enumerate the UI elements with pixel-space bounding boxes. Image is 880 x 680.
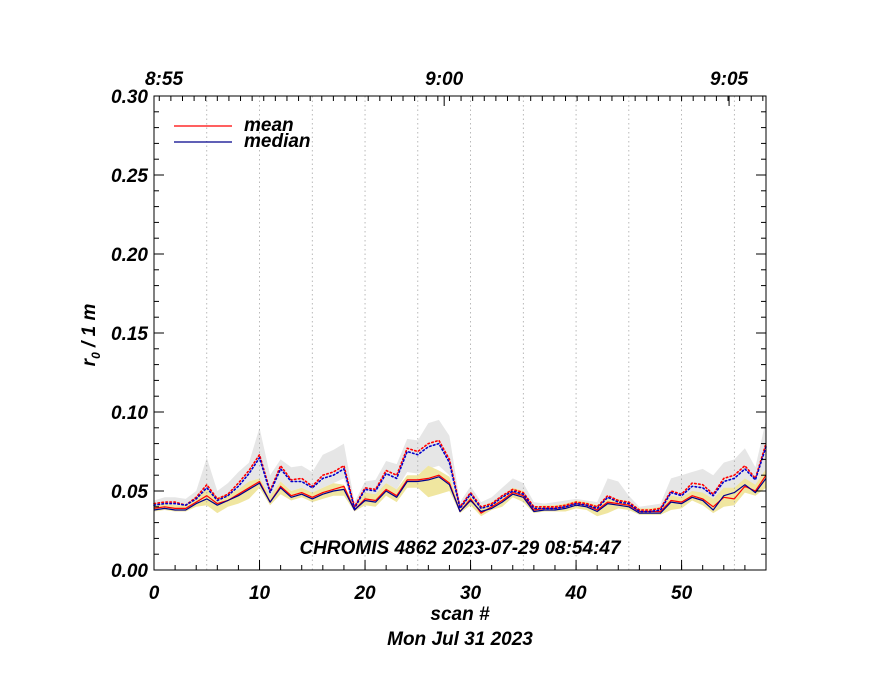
legend: mean median	[174, 115, 311, 152]
y-tick-label: 0.25	[111, 166, 148, 187]
top-time-label: 9:05	[710, 69, 748, 90]
y-tick-label: 0.10	[111, 403, 148, 424]
chart-title: CHROMIS 4862 2023-07-29 08:54:47	[299, 538, 622, 559]
top-time-label: 9:00	[425, 69, 463, 90]
date-label: Mon Jul 31 2023	[387, 629, 533, 650]
y-tick-label: 0.00	[111, 561, 148, 582]
y-tick-label: 0.15	[111, 324, 148, 345]
legend-mean-label: mean	[244, 115, 294, 136]
axis-ticks	[153, 95, 767, 571]
yellow-range-band	[154, 465, 766, 517]
axis-tick-labels: 0.00 0.05 0.10 0.15 0.20 0.25 0.30 0 10 20 30 40 50 8…	[111, 69, 748, 604]
x-axis-label: scan #	[430, 604, 490, 625]
gray-range-band	[154, 419, 766, 512]
x-tick-label: 0	[149, 583, 160, 604]
y-axis-label-subscript: 0	[89, 352, 103, 359]
y-axis-label: r0 / 1 m	[79, 304, 103, 367]
x-tick-label: 10	[249, 583, 271, 604]
y-tick-label: 0.05	[111, 482, 148, 503]
y-tick-label: 0.20	[111, 245, 148, 266]
x-tick-label: 50	[671, 583, 693, 604]
series-median-line	[153, 476, 767, 514]
x-tick-label: 30	[460, 583, 482, 604]
series-lines	[153, 439, 767, 514]
series-median-upper-line	[153, 442, 767, 513]
x-tick-label: 20	[353, 583, 376, 604]
top-time-label: 8:55	[145, 69, 183, 90]
legend-median-label: median	[244, 131, 311, 152]
y-axis-label-main: r	[79, 357, 100, 366]
y-tick-label: 0.30	[111, 87, 148, 108]
x-tick-label: 40	[564, 583, 587, 604]
range-bands	[154, 419, 766, 517]
y-axis-label-unit: / 1 m	[79, 304, 100, 353]
